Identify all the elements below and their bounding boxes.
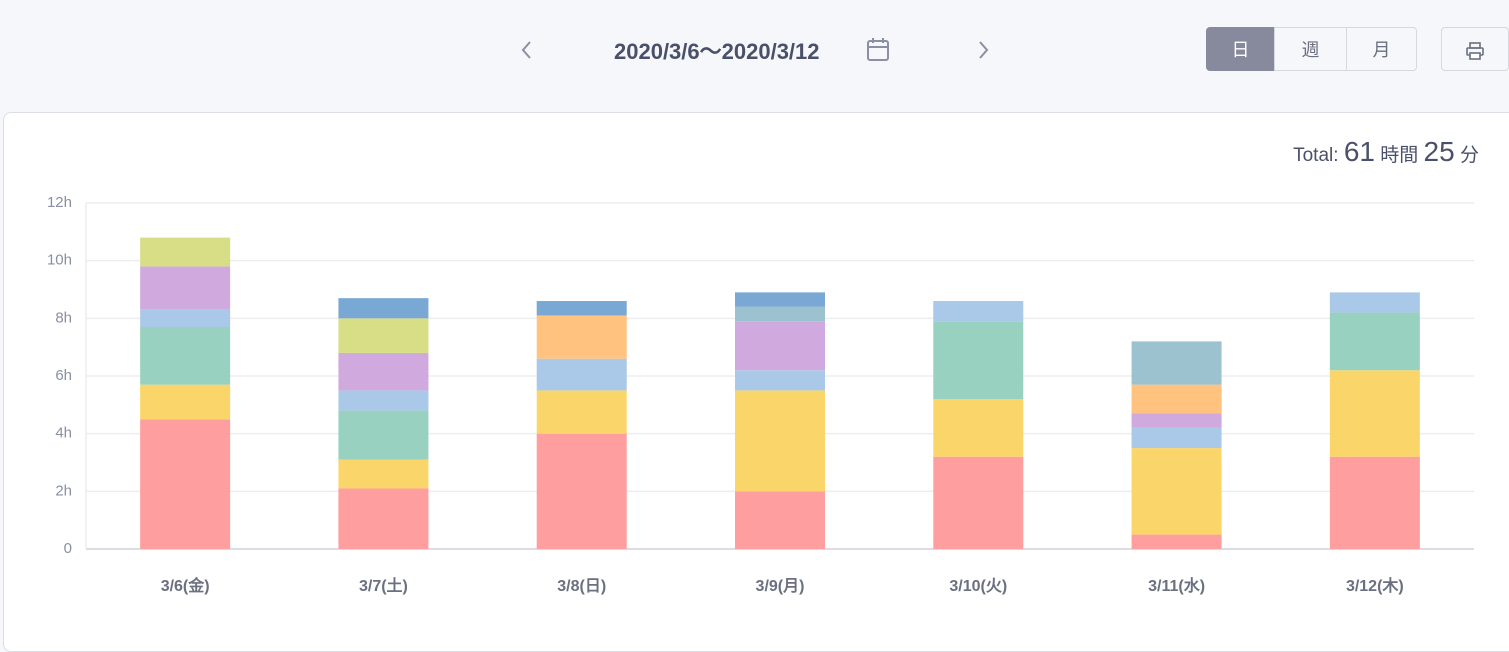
bar-segment <box>933 301 1024 322</box>
bar-segment <box>1329 456 1420 549</box>
next-arrow[interactable] <box>972 38 996 62</box>
bar-segment <box>933 399 1024 457</box>
bar-segment <box>140 309 231 327</box>
bar-segment <box>735 491 825 549</box>
total-minutes: 25 <box>1423 136 1455 167</box>
x-tick-label: 3/8(日) <box>557 577 606 595</box>
minutes-unit: 分 <box>1459 145 1479 166</box>
bar-segment <box>140 384 231 420</box>
bar-segment <box>1329 312 1420 371</box>
bar-segment <box>140 266 231 310</box>
x-tick-label: 3/7(土) <box>359 576 408 595</box>
bar-segment <box>1131 448 1222 535</box>
calendar-icon[interactable] <box>865 36 891 64</box>
bar-segment <box>338 488 429 549</box>
bar-segment <box>735 306 825 322</box>
bar-segment <box>735 321 825 371</box>
bar-segment <box>338 459 429 489</box>
y-tick-label: 6h <box>55 367 72 384</box>
bar-segment <box>536 390 627 434</box>
bar-segment <box>735 292 825 307</box>
bar-segment <box>140 326 231 385</box>
chart: 0 2h 4h 6h 8h 10h 12h 3/6(金) 3/7(土) 3/8(日) 3/9(月) 3… <box>47 194 1474 595</box>
bar-segment <box>1131 427 1222 449</box>
bar-segment <box>1329 370 1420 457</box>
bar-segment <box>338 352 429 391</box>
hours-unit: 時間 <box>1380 145 1419 166</box>
bar-segment <box>735 390 825 492</box>
bar-segment <box>536 433 627 549</box>
y-tick-label: 2h <box>55 482 72 499</box>
bar-segment <box>338 298 429 319</box>
bar-segment <box>536 301 627 316</box>
y-tick-label: 4h <box>55 425 72 442</box>
bar-segment <box>338 318 429 353</box>
bar-segment <box>140 419 231 549</box>
date-range: 2020/3/6〜2020/3/12 <box>614 39 820 64</box>
bar-segment <box>735 370 825 391</box>
total-hours: 61 <box>1343 136 1375 167</box>
bar-segment <box>338 410 429 460</box>
bar-segment <box>933 456 1024 549</box>
bar-segment <box>536 315 627 359</box>
y-tick-label: 10h <box>47 252 72 269</box>
bar-segment <box>933 321 1024 400</box>
bar-segment <box>536 358 627 391</box>
bar-segment <box>1131 534 1222 549</box>
x-tick-label: 3/11(水) <box>1148 576 1205 595</box>
bar-segment <box>1131 413 1222 428</box>
view-button[interactable]: 月 <box>1346 27 1417 71</box>
y-tick-label: 0 <box>64 540 72 557</box>
bar-segment <box>1131 384 1222 414</box>
bar-segment <box>1131 341 1222 385</box>
view-button[interactable]: 日 <box>1206 27 1275 71</box>
total: Total: 61 時間 25 分 <box>1293 136 1479 168</box>
x-tick-label: 3/10(火) <box>949 577 1007 595</box>
y-tick-label: 12h <box>47 194 72 211</box>
x-tick-label: 3/12(木) <box>1346 576 1404 595</box>
page: 2020/3/6〜2020/3/12 日 週 月 Total: 61 時間 25… <box>3 27 1509 652</box>
bar-segment <box>140 237 231 267</box>
y-tick-label: 8h <box>55 309 72 326</box>
prev-arrow[interactable] <box>515 38 539 62</box>
bar-segment <box>1329 292 1420 313</box>
view-button[interactable]: 週 <box>1274 27 1347 71</box>
x-tick-label: 3/9(月) <box>756 577 805 595</box>
bar-segment <box>338 390 429 411</box>
print-button[interactable] <box>1441 27 1509 71</box>
total-label: Total: <box>1293 145 1339 166</box>
x-tick-label: 3/6(金) <box>161 576 210 595</box>
